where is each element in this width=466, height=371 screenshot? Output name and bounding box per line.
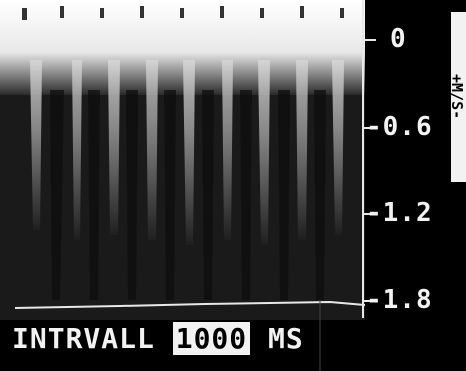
interval-value: 1000 xyxy=(172,322,251,355)
scale-label-1-2: -1.2 xyxy=(366,198,433,228)
scale-label-0: 0 xyxy=(390,24,407,54)
scale-ticks xyxy=(363,39,376,302)
interval-label: INTRVALL xyxy=(12,322,155,355)
interval-readout: INTRVALL 1000 MS xyxy=(12,322,304,355)
scale-label-1-8: -1.8 xyxy=(366,285,433,315)
baseline-trace xyxy=(14,300,366,309)
top-ticks xyxy=(22,6,344,20)
scale-label-0-6: -0.6 xyxy=(366,112,433,142)
velocity-unit-label: +M/S- xyxy=(448,12,466,182)
dark-gaps xyxy=(50,90,326,300)
interval-unit: MS xyxy=(268,322,304,355)
spectral-streaks xyxy=(30,60,344,245)
